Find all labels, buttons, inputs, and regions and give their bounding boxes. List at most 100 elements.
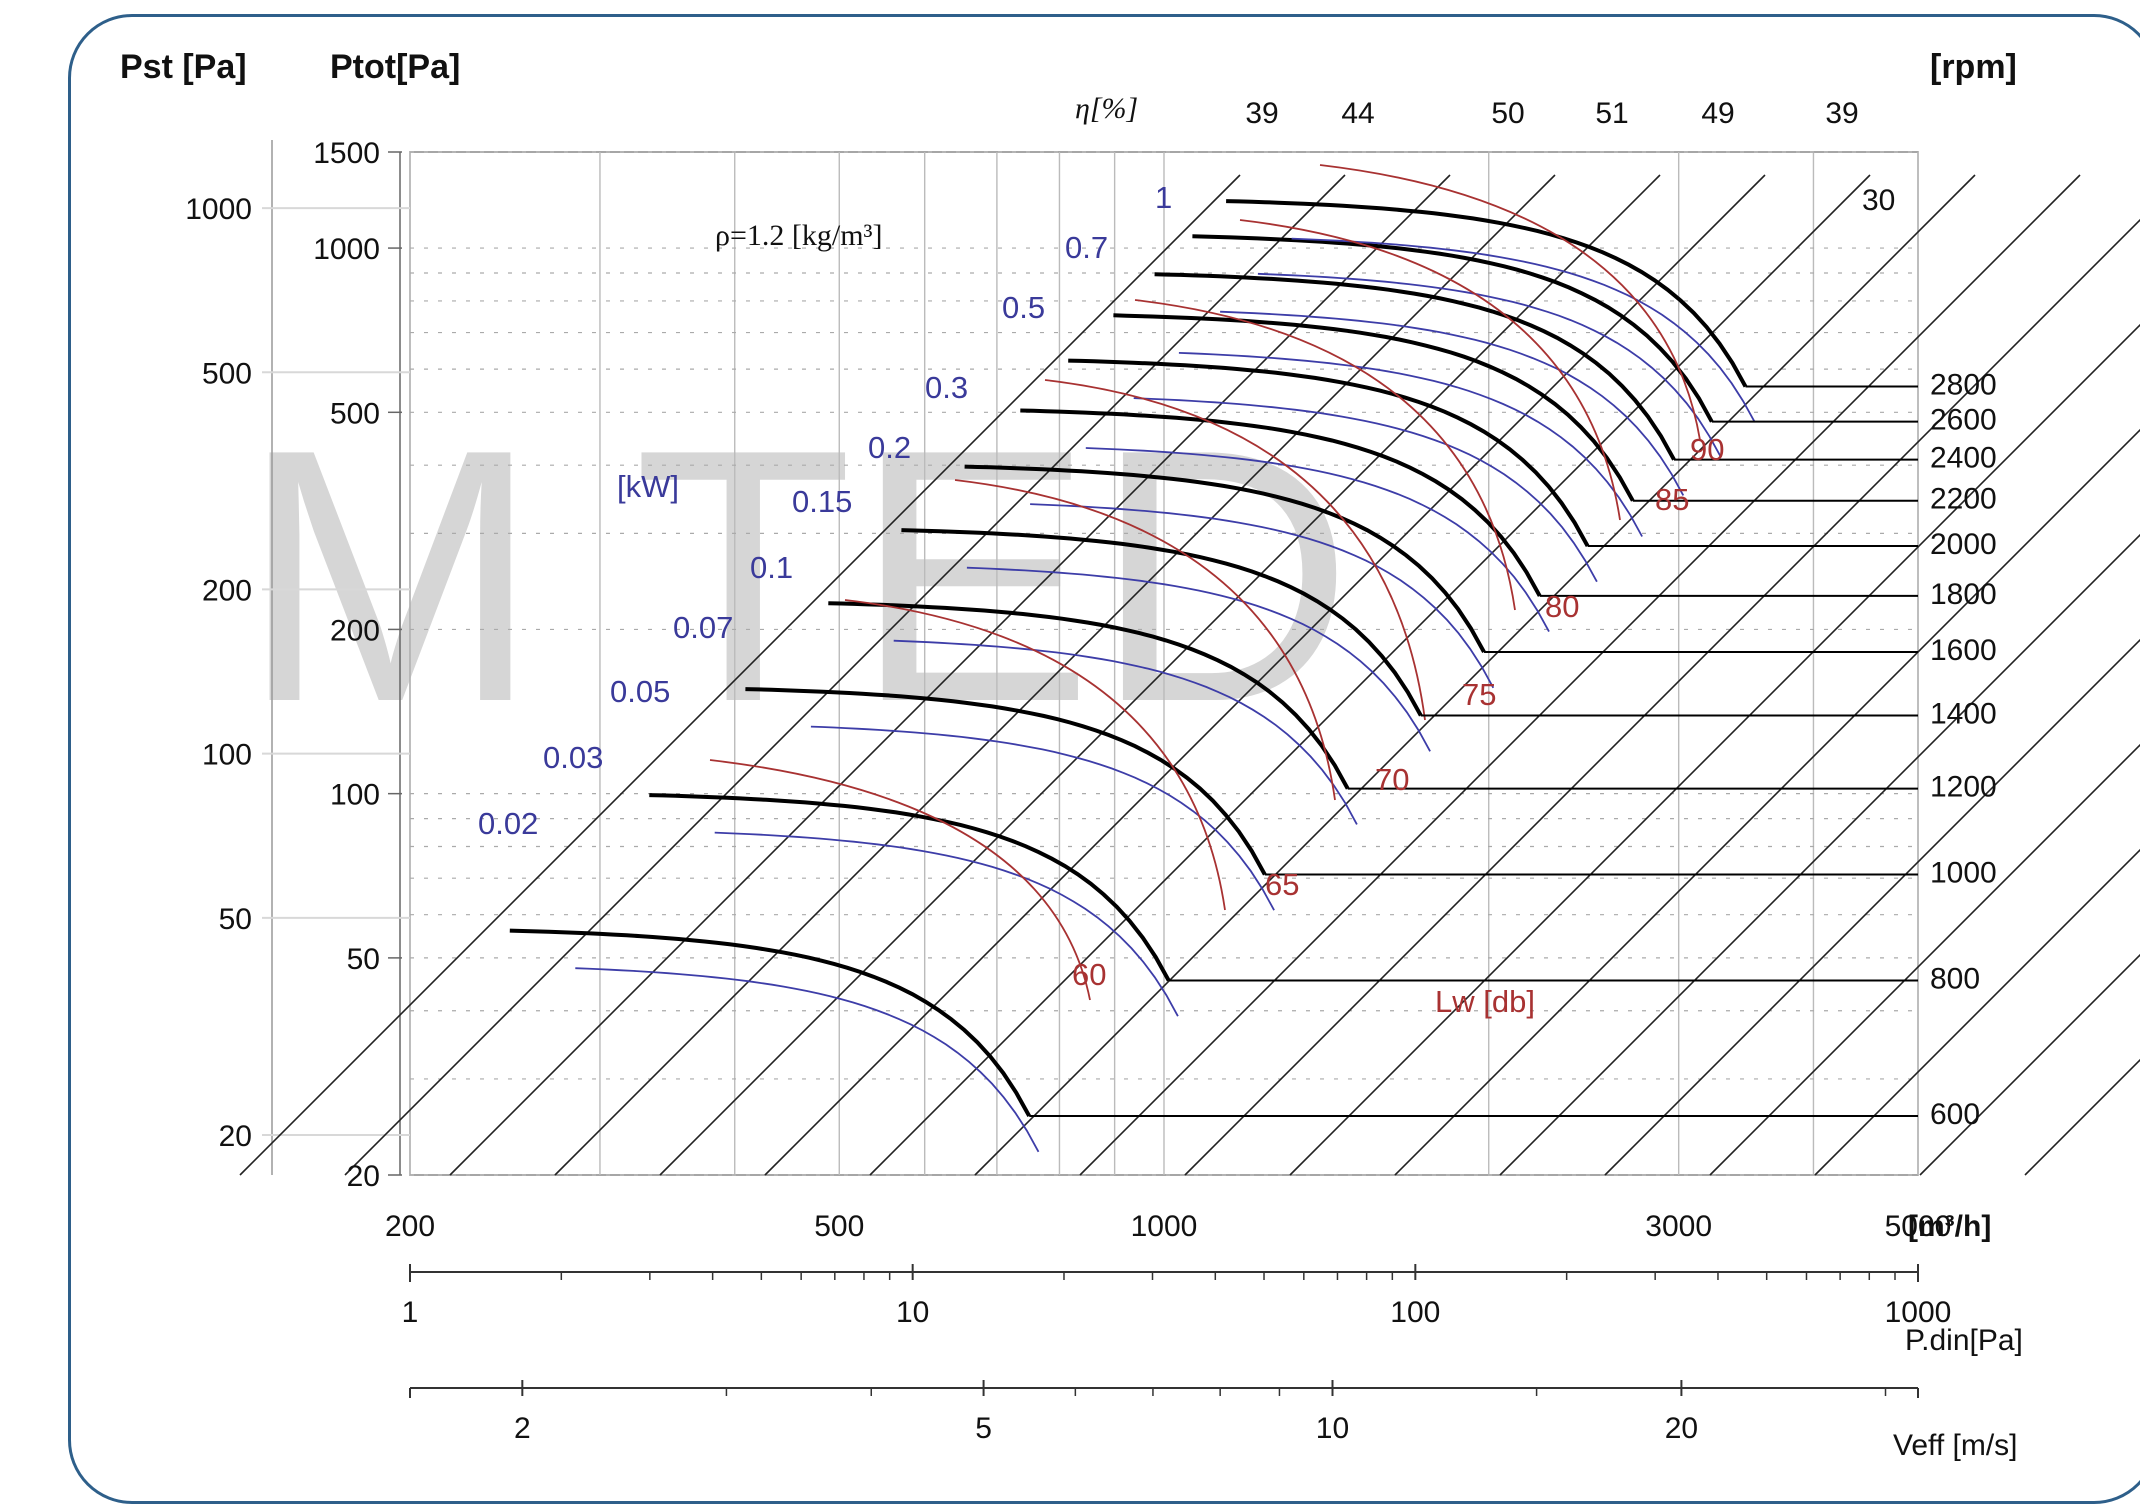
chart-labels: 1500100050020010050201000500200100502020… [185,97,1997,1445]
power-curve [893,639,1358,825]
system-line [1814,848,2140,1176]
power-curve [1030,503,1495,689]
flow-tick-label: 200 [385,1210,435,1243]
power-label: 0.05 [610,674,670,709]
rpm-label: 1800 [1930,578,1997,611]
ptot-tick-label: 500 [330,397,380,430]
ptot-tick-label: 100 [330,779,380,812]
power-label: 0.3 [925,370,968,405]
ptot-tick-label: 200 [330,614,380,647]
noise-label: 80 [1545,589,1579,624]
system-line [974,174,1976,1176]
noise-curve [1239,219,1621,521]
rpm-label: 1200 [1930,771,1997,804]
density-note: ρ=1.2 [kg/m³] [715,219,883,252]
power-curve [1291,237,1756,423]
system-line [1709,743,2140,1176]
noise-label: 70 [1375,762,1409,797]
power-label: 0.15 [792,484,852,519]
ptot-tick-label: 1000 [313,233,380,266]
veff-axis-tick-label: 5 [975,1412,992,1445]
system-line [554,174,1556,1176]
rpm-curve [828,601,1350,790]
rpm-curve [1113,313,1635,502]
flow-tick-label: 3000 [1645,1210,1712,1243]
pst-axis-label: Pst [Pa] [120,48,247,86]
veff-axis-tick-label: 10 [1316,1412,1349,1445]
rpm-curves [509,164,1756,1153]
noise-label: 75 [1462,677,1496,712]
top-right-label: 30 [1862,184,1895,217]
efficiency-label: 51 [1595,97,1628,130]
system-line [449,174,1451,1176]
rpm-label: 2200 [1930,483,1997,516]
pdin-axis-label: P.din[Pa] [1905,1324,2023,1357]
pst-tick-label: 50 [219,903,252,936]
efficiency-label: 39 [1245,97,1278,130]
pst-tick-label: 20 [219,1120,252,1153]
efficiency-label: 49 [1701,97,1734,130]
rpm-label: 1000 [1930,856,1997,889]
efficiency-axis-label: η[%] [1075,92,1138,125]
rpm-curve [745,687,1267,876]
noise-label: 60 [1072,957,1106,992]
power-label: 0.7 [1065,230,1108,265]
ptot-tick-label: 50 [347,943,380,976]
ptot-axis-label: Ptot[Pa] [330,48,460,86]
ptot-tick-label: 1500 [313,137,380,170]
system-line [344,174,1346,1176]
power-curve [575,967,1040,1153]
noise-curve [844,599,1226,911]
noise-curve [709,759,1091,1001]
power-label: 0.07 [673,610,733,645]
system-line [764,174,1766,1176]
noise-label: 85 [1655,482,1689,517]
rpm-curve [1192,234,1714,423]
noise-curve [1134,299,1516,611]
pst-tick-label: 100 [202,739,252,772]
rpm-label: 2600 [1930,404,1997,437]
pdin-axis-tick-label: 1000 [1885,1296,1952,1329]
power-label: 0.02 [478,806,538,841]
power-label: 0.5 [1002,290,1045,325]
power-curve [714,831,1179,1017]
noise-curve [1044,379,1426,721]
power-curve [1257,272,1722,458]
rpm-label: 2000 [1930,528,1997,561]
power-label: 0.1 [750,550,793,585]
plot-grid [262,140,1919,1398]
power-label: 0.2 [868,430,911,465]
veff-axis-label: Veff [m/s] [1893,1429,2018,1462]
system-line [2024,1058,2140,1176]
rpm-curve [649,793,1171,982]
veff-axis-tick-label: 2 [514,1412,531,1445]
system-line [1184,218,2140,1176]
system-line [659,174,1661,1176]
pst-tick-label: 200 [202,574,252,607]
noise-curve [1319,164,1701,441]
system-line [1499,533,2140,1176]
pst-tick-label: 1000 [185,193,252,226]
noise-label: 90 [1690,432,1724,467]
veff-axis-tick-label: 20 [1665,1412,1698,1445]
noise-label: 65 [1265,867,1299,902]
rpm-axis-label: [rpm] [1930,48,2017,86]
rpm-curve [509,928,1031,1117]
noise-unit-label: Lw [db] [1435,984,1535,1019]
rpm-label: 2400 [1930,442,1997,475]
efficiency-label: 44 [1341,97,1374,130]
rpm-label: 1400 [1930,698,1997,731]
system-lines [239,174,2140,1176]
rpm-label: 2800 [1930,368,1997,401]
rpm-label: 800 [1930,962,1980,995]
flow-tick-label: 5000 [1885,1210,1952,1243]
system-line [1394,428,2140,1176]
flow-unit-label: [m³/h] [1908,1210,1991,1243]
pdin-axis-tick-label: 1 [402,1296,419,1329]
pst-tick-label: 500 [202,357,252,390]
power-curve [810,725,1275,911]
power-curve [1178,352,1643,537]
rpm-leader-lines [1029,385,1918,1118]
power-curve [1133,397,1598,583]
